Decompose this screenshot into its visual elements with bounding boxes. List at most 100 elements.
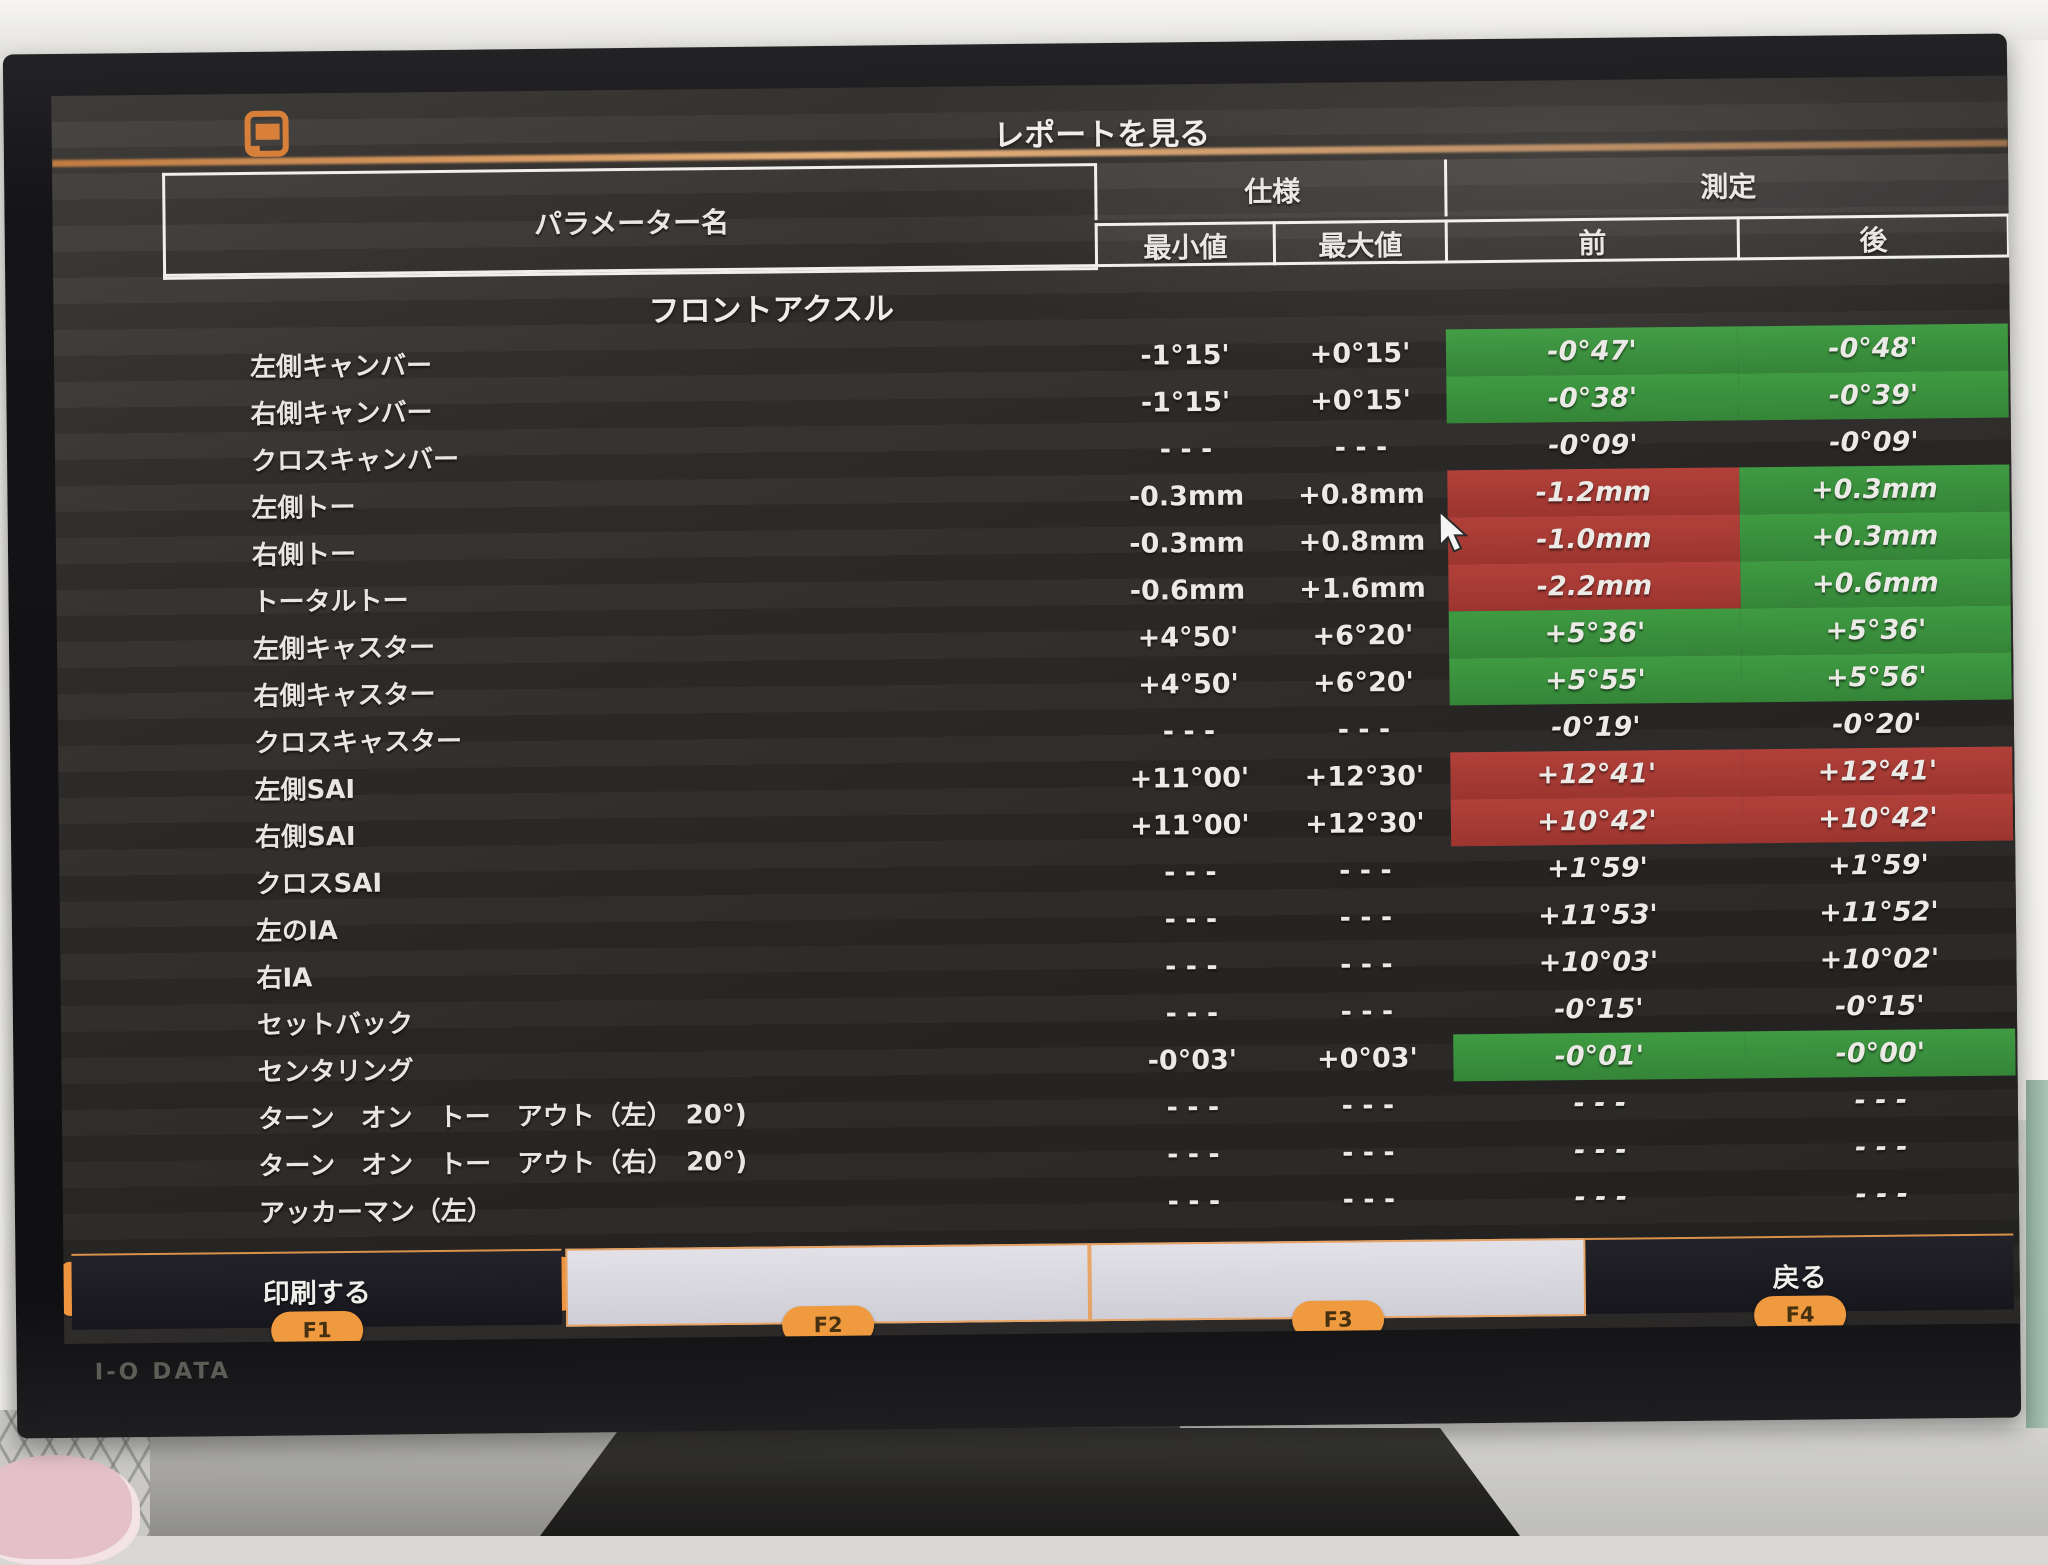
- f3-slot[interactable]: F3: [1089, 1238, 1587, 1340]
- spec-max-value: +1.6mm: [1298, 572, 1426, 605]
- measured-before-value: +10°03': [1538, 946, 1659, 979]
- header-min-value: 最小値: [1094, 221, 1274, 268]
- measured-before-value: +5°55': [1449, 655, 1742, 706]
- monitor-brand-logo: I-O DATA: [94, 1358, 232, 1386]
- parameter-name: クロスキャンバー: [250, 444, 460, 477]
- spec-min-value: - - -: [1165, 997, 1219, 1030]
- measured-before-value: +12°41': [1450, 749, 1743, 800]
- spec-min-value: - - -: [1164, 856, 1217, 889]
- header-before: 前: [1444, 216, 1738, 264]
- measured-before-value: - - -: [1573, 1087, 1627, 1120]
- spec-max-value: +0°15': [1309, 384, 1412, 417]
- spec-max-value: - - -: [1334, 432, 1388, 464]
- spec-max-value: - - -: [1340, 996, 1394, 1028]
- measured-before-value: -0°15': [1554, 993, 1644, 1026]
- parameter-name: 右側SAI: [254, 821, 356, 853]
- parameter-name: 左側キャスター: [252, 633, 436, 665]
- measured-after-value: +12°41': [1742, 746, 2013, 797]
- spec-min-value: -1°15': [1140, 386, 1231, 419]
- measured-before-value: -0°01': [1453, 1031, 1746, 1082]
- spec-min-value: - - -: [1165, 950, 1218, 983]
- spec-min-value: - - -: [1167, 1138, 1220, 1171]
- back-button[interactable]: 戻る F4: [1585, 1233, 2015, 1335]
- print-button[interactable]: 印刷する F1: [71, 1248, 563, 1344]
- parameter-name: 右側キャスター: [253, 680, 436, 712]
- background-green-strip: [2026, 1080, 2048, 1510]
- spec-max-value: - - -: [1339, 855, 1392, 887]
- spec-max-value: - - -: [1342, 1137, 1395, 1169]
- f4-key-badge[interactable]: F4: [1753, 1295, 1847, 1335]
- spec-max-value: - - -: [1341, 1090, 1395, 1122]
- measured-before-value: +11°53': [1537, 899, 1658, 932]
- parameter-name: 左側キャンバー: [249, 351, 433, 383]
- spec-min-value: +11°00': [1130, 809, 1250, 842]
- table-header: パラメーター名 仕様 測定 最小値 最大値 前 後: [162, 153, 2011, 280]
- spec-min-value: -0°03': [1147, 1044, 1238, 1077]
- spec-min-value: +11°00': [1129, 762, 1250, 795]
- f1-key-badge[interactable]: F1: [270, 1310, 364, 1344]
- f3-key-badge[interactable]: F3: [1291, 1300, 1385, 1340]
- measured-before-value: - - -: [1573, 1134, 1627, 1167]
- spec-min-value: +4°50': [1137, 621, 1239, 654]
- measured-before-value: -0°19': [1551, 711, 1641, 744]
- spec-min-value: - - -: [1166, 1091, 1220, 1124]
- spec-max-value: - - -: [1337, 714, 1391, 746]
- parameter-name: トータルトー: [252, 586, 409, 618]
- spec-max-value: +6°20': [1312, 619, 1414, 652]
- header-after: 後: [1736, 213, 2011, 261]
- f2-key-badge[interactable]: F2: [781, 1305, 875, 1344]
- spec-min-value: - - -: [1159, 433, 1213, 466]
- measured-before-value: -0°47': [1445, 326, 1739, 377]
- spec-min-value: -0.3mm: [1128, 480, 1245, 513]
- measured-after-value: +10°42': [1742, 793, 2014, 844]
- measured-before-value: +5°36': [1448, 608, 1742, 659]
- parameter-name: アッカーマン（左）: [258, 1196, 494, 1229]
- parameter-name: センタリング: [257, 1056, 414, 1088]
- spec-max-value: +0°15': [1309, 337, 1411, 370]
- function-key-bar: 印刷する F1 F2 F3 戻る F4: [61, 1233, 2020, 1344]
- spec-min-value: - - -: [1167, 1185, 1221, 1218]
- header-parameter-name: パラメーター名: [162, 163, 1099, 280]
- parameter-name: 右側キャンバー: [250, 398, 433, 430]
- measured-after-value: +5°56': [1741, 652, 2012, 703]
- parameter-name: クロスキャスター: [253, 726, 463, 759]
- spec-max-value: +0°03': [1316, 1042, 1418, 1075]
- monitor-bezel: I-O DATA レポートを見る パラメーター名 仕様 測定 最小値 最大値 前…: [2, 33, 2022, 1439]
- measured-after-value: +1°59': [1827, 849, 1929, 882]
- parameter-name: 左側トー: [251, 492, 356, 524]
- spec-min-value: - - -: [1162, 715, 1216, 748]
- parameter-name: 右側トー: [251, 539, 357, 571]
- parameter-name: 右IA: [256, 963, 313, 994]
- spec-min-value: -0.3mm: [1129, 527, 1245, 560]
- parameter-name: セットバック: [256, 1009, 414, 1041]
- measured-before-value: +1°59': [1546, 852, 1648, 885]
- spec-min-value: +4°50': [1137, 668, 1240, 701]
- measured-after-value: -0°15': [1835, 990, 1925, 1023]
- header-specification: 仕様: [1094, 159, 1448, 221]
- spec-max-value: - - -: [1339, 902, 1393, 934]
- measured-before-value: -1.2mm: [1447, 467, 1740, 518]
- measured-before-value: -0°38': [1446, 373, 1739, 424]
- parameter-name: クロスSAI: [255, 868, 383, 900]
- measured-after-value: -0°09': [1829, 426, 1919, 459]
- report-icon: [244, 110, 289, 157]
- measured-after-value: - - -: [1855, 1178, 1909, 1211]
- spec-min-value: - - -: [1164, 903, 1218, 936]
- measured-after-value: +0.6mm: [1740, 558, 2011, 609]
- f2-slot[interactable]: F2: [565, 1243, 1091, 1344]
- measured-after-value: -0°00': [1745, 1028, 2016, 1079]
- monitor-stand: [540, 1428, 1520, 1536]
- parameter-name: ターン オン トー アウト（右） 20°): [258, 1146, 748, 1182]
- measured-before-value: - - -: [1574, 1181, 1628, 1214]
- measured-after-value: -0°39': [1738, 370, 2009, 421]
- spec-max-value: +12°30': [1304, 760, 1425, 793]
- parameter-name: 左側SAI: [254, 774, 356, 806]
- spec-max-value: - - -: [1340, 949, 1393, 981]
- print-button-label: 印刷する: [262, 1277, 371, 1310]
- measured-after-value: - - -: [1854, 1131, 1908, 1164]
- measured-before-value: +10°42': [1450, 796, 1744, 847]
- table-rows: 左側キャンバー -1°15' +0°15' -0°47' -0°48' 右側キャ…: [164, 323, 2017, 1236]
- measured-before-value: -2.2mm: [1448, 561, 1741, 612]
- spec-max-value: +0.8mm: [1297, 478, 1426, 511]
- spec-max-value: +12°30': [1304, 807, 1425, 840]
